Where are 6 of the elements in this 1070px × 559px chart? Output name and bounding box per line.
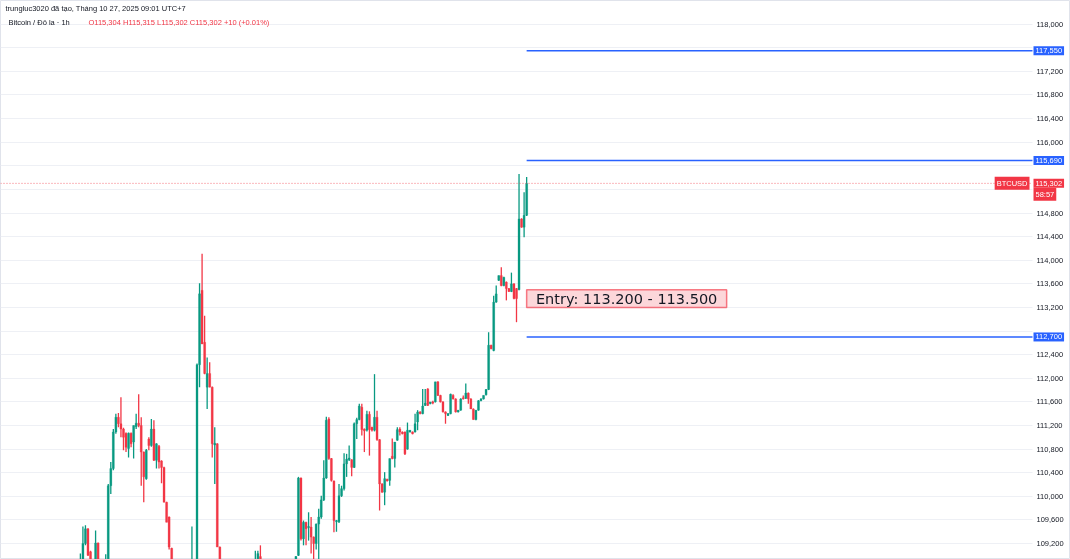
candlestick [259, 544, 262, 559]
candlestick [213, 426, 216, 485]
candlestick [416, 409, 419, 431]
band-label: Entry: 113.200 - 113.500 [535, 290, 718, 307]
candlestick [307, 511, 310, 542]
candlestick [191, 525, 193, 559]
